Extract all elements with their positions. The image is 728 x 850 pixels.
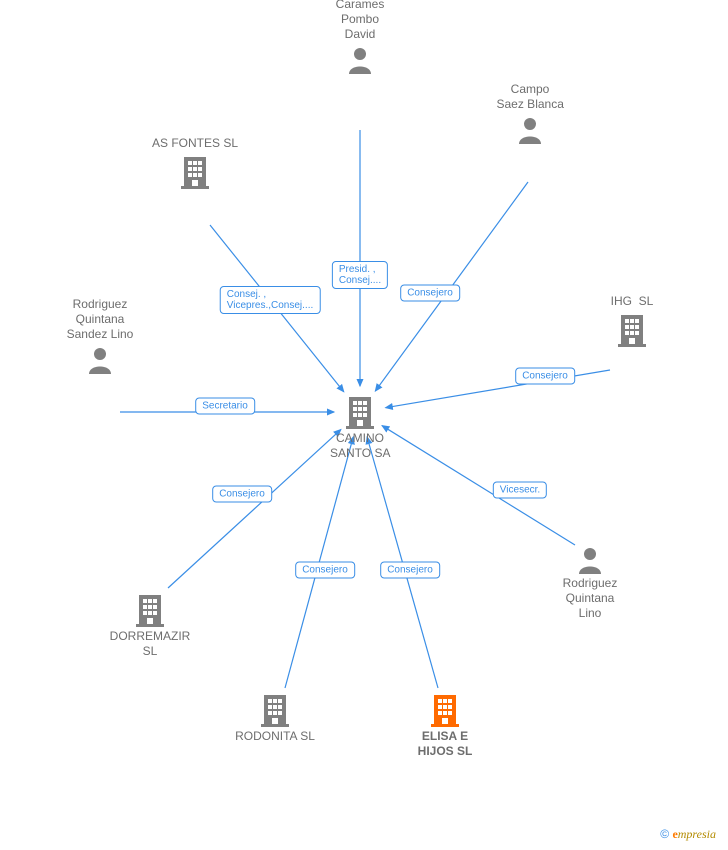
edge-label: Presid. ,Consej.... — [332, 261, 388, 289]
node-label: ELISA EHIJOS SL — [418, 729, 473, 759]
edge-label: Vicesecr. — [493, 482, 547, 499]
edge-label: Consejero — [400, 285, 460, 302]
copyright-symbol: © — [660, 827, 669, 841]
node-label: IHG SL — [611, 294, 654, 309]
node-rodonita[interactable]: RODONITA SL — [235, 693, 315, 744]
node-rqsandez[interactable]: RodriguezQuintanaSandez Lino — [67, 297, 134, 374]
node-label: RodriguezQuintanaLino — [563, 576, 618, 621]
node-campo[interactable]: CampoSaez Blanca — [497, 82, 564, 144]
building-icon — [135, 593, 165, 627]
edge-label: Consejero — [515, 368, 575, 385]
node-dorre[interactable]: DORREMAZIRSL — [110, 593, 191, 659]
edge-label: Consejero — [380, 562, 440, 579]
building-icon — [180, 155, 210, 189]
node-label: CAMINOSANTO SA — [330, 431, 390, 461]
node-center[interactable]: CAMINOSANTO SA — [330, 395, 390, 461]
node-carames[interactable]: CaramesPomboDavid — [336, 0, 385, 74]
node-asfontes[interactable]: AS FONTES SL — [152, 136, 238, 189]
node-elisa[interactable]: ELISA EHIJOS SL — [418, 693, 473, 759]
building-icon — [617, 313, 647, 347]
person-icon — [517, 116, 543, 144]
building-icon — [345, 395, 375, 429]
person-icon — [577, 546, 603, 574]
person-icon — [87, 346, 113, 374]
node-label: RodriguezQuintanaSandez Lino — [67, 297, 134, 342]
brand-name: empresia — [672, 827, 716, 841]
node-ihg[interactable]: IHG SL — [611, 294, 654, 347]
person-icon — [347, 46, 373, 74]
node-label: AS FONTES SL — [152, 136, 238, 151]
footer-attribution: © empresia — [660, 827, 716, 842]
edge-label: Consejero — [212, 486, 272, 503]
building-icon — [430, 693, 460, 727]
edge-line — [386, 370, 610, 408]
node-label: CampoSaez Blanca — [497, 82, 564, 112]
edge-label: Consej. ,Vicepres.,Consej.... — [220, 286, 321, 314]
node-rqlino[interactable]: RodriguezQuintanaLino — [563, 546, 618, 621]
node-label: DORREMAZIRSL — [110, 629, 191, 659]
node-label: RODONITA SL — [235, 729, 315, 744]
edge-label: Consejero — [295, 562, 355, 579]
node-label: CaramesPomboDavid — [336, 0, 385, 42]
building-icon — [260, 693, 290, 727]
edge-label: Secretario — [195, 398, 255, 415]
